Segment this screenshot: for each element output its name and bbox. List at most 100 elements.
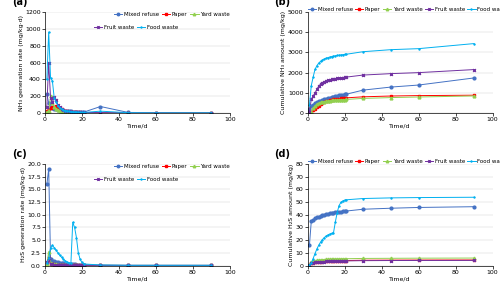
Yard waste xyxy=(314,259,320,262)
Paper xyxy=(308,261,314,265)
Food waste xyxy=(208,263,214,267)
Paper xyxy=(125,111,131,115)
Food waste xyxy=(328,55,334,58)
Fruit waste xyxy=(66,263,72,267)
Mixed refuse xyxy=(46,101,52,105)
Food waste xyxy=(57,254,63,257)
Yard waste xyxy=(125,264,131,267)
Paper xyxy=(336,259,342,263)
Fruit waste xyxy=(50,263,56,266)
Mixed refuse xyxy=(306,107,312,110)
Mixed refuse xyxy=(323,212,329,216)
Food waste xyxy=(310,257,316,260)
Paper xyxy=(471,258,477,262)
Food waste xyxy=(79,261,85,264)
Yard waste xyxy=(50,101,56,105)
Mixed refuse xyxy=(344,92,349,96)
Fruit waste xyxy=(125,111,131,114)
Food waste xyxy=(153,263,159,267)
Mixed refuse xyxy=(74,263,80,266)
Yard waste xyxy=(388,96,394,99)
Food waste xyxy=(70,110,75,114)
Food waste xyxy=(58,107,64,111)
Yard waste xyxy=(308,260,314,263)
Yard waste xyxy=(208,264,214,267)
Line: Food waste: Food waste xyxy=(46,31,213,114)
Food waste xyxy=(50,243,56,247)
Yard waste xyxy=(310,106,316,110)
Mixed refuse xyxy=(320,213,326,217)
Food waste xyxy=(125,111,131,114)
Paper xyxy=(125,264,131,267)
Mixed refuse xyxy=(68,263,74,266)
Mixed refuse xyxy=(360,88,366,92)
Mixed refuse xyxy=(66,109,72,113)
Paper xyxy=(77,111,83,114)
Mixed refuse xyxy=(72,110,78,114)
Fruit waste xyxy=(125,264,131,267)
Paper xyxy=(76,263,82,267)
Yard waste xyxy=(330,99,336,102)
Paper xyxy=(306,111,312,114)
Mixed refuse xyxy=(308,104,314,108)
Mixed refuse xyxy=(340,93,345,96)
Fruit waste xyxy=(58,108,64,111)
Mixed refuse xyxy=(70,110,75,113)
Food waste xyxy=(72,226,78,229)
Fruit waste xyxy=(340,76,345,79)
Yard waste xyxy=(334,257,340,261)
Food waste xyxy=(72,110,78,114)
Fruit waste xyxy=(323,260,329,263)
Fruit waste xyxy=(323,79,329,83)
Fruit waste xyxy=(306,263,312,266)
Mixed refuse xyxy=(330,211,336,214)
Paper xyxy=(316,260,322,263)
Food waste xyxy=(70,221,75,224)
Text: (a): (a) xyxy=(12,0,27,7)
Mixed refuse xyxy=(153,263,159,267)
Yard waste xyxy=(316,258,322,262)
Fruit waste xyxy=(74,263,80,267)
Paper xyxy=(66,263,72,267)
Fruit waste xyxy=(471,259,477,262)
Food waste xyxy=(50,79,56,83)
Food waste xyxy=(318,240,324,244)
Food waste xyxy=(342,199,347,202)
Mixed refuse xyxy=(338,210,344,213)
Paper xyxy=(68,263,74,267)
Paper xyxy=(50,106,56,109)
Fruit waste xyxy=(314,260,320,264)
Yard waste xyxy=(327,258,333,261)
Yard waste xyxy=(76,263,82,267)
Paper xyxy=(74,263,80,267)
Yard waste xyxy=(416,95,422,99)
Food waste xyxy=(312,252,318,255)
Food waste xyxy=(321,57,327,61)
Food waste xyxy=(64,109,70,113)
Fruit waste xyxy=(312,91,318,95)
Food waste xyxy=(471,42,477,45)
Food waste xyxy=(153,111,159,115)
Mixed refuse xyxy=(323,97,329,100)
Yard waste xyxy=(340,98,345,101)
Mixed refuse xyxy=(336,94,342,97)
Mixed refuse xyxy=(77,263,83,266)
Y-axis label: Cumulative NH₃ amount (mg/kg): Cumulative NH₃ amount (mg/kg) xyxy=(282,11,286,114)
Fruit waste xyxy=(314,88,320,91)
Food waste xyxy=(66,261,72,265)
Mixed refuse xyxy=(74,110,80,114)
Paper xyxy=(344,96,349,100)
Mixed refuse xyxy=(53,108,59,111)
Mixed refuse xyxy=(72,263,78,266)
Fruit waste xyxy=(98,111,103,114)
Mixed refuse xyxy=(314,216,320,219)
Paper xyxy=(58,263,64,267)
Mixed refuse xyxy=(312,101,318,105)
Paper xyxy=(340,96,345,100)
Mixed refuse xyxy=(50,106,56,110)
Fruit waste xyxy=(342,259,347,263)
Legend: Fruit waste, Food waste: Fruit waste, Food waste xyxy=(94,25,178,30)
Legend: Mixed refuse, Paper, Yard waste, Fruit waste, Food waste: Mixed refuse, Paper, Yard waste, Fruit w… xyxy=(308,159,500,164)
Fruit waste xyxy=(388,259,394,262)
Mixed refuse xyxy=(312,217,318,220)
